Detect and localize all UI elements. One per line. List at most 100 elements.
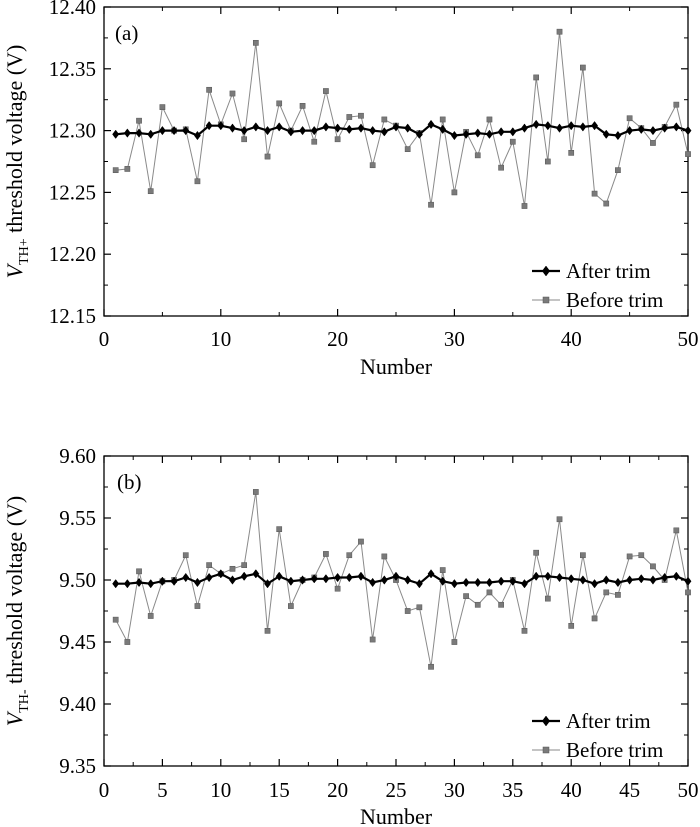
data-point-before-trim bbox=[591, 615, 598, 622]
data-point-before-trim bbox=[650, 140, 656, 146]
x-tick-label: 40 bbox=[561, 778, 582, 802]
data-point-before-trim bbox=[568, 623, 575, 629]
data-point-before-trim bbox=[264, 153, 271, 160]
legend-label-after-trim: After trim bbox=[566, 709, 651, 733]
data-point-before-trim bbox=[299, 103, 306, 109]
data-point-after-trim bbox=[591, 121, 599, 131]
data-point-after-trim bbox=[556, 572, 563, 583]
data-point-after-trim bbox=[275, 122, 283, 132]
data-point-after-trim bbox=[602, 575, 610, 585]
data-point-before-trim bbox=[112, 616, 119, 623]
data-point-before-trim bbox=[323, 551, 329, 557]
data-point-before-trim bbox=[474, 601, 481, 608]
data-point-after-trim bbox=[182, 572, 190, 583]
data-point-after-trim bbox=[427, 569, 435, 579]
data-point-after-trim bbox=[637, 124, 645, 134]
x-axis-title: Number bbox=[360, 354, 433, 379]
data-point-after-trim bbox=[626, 125, 634, 136]
y-axis-title: VTH+ threshold voltage (V) bbox=[2, 45, 32, 279]
data-point-before-trim bbox=[474, 152, 481, 159]
data-point-before-trim bbox=[206, 86, 212, 93]
data-point-after-trim bbox=[626, 575, 634, 585]
legend-label-before-trim: Before trim bbox=[566, 738, 663, 762]
data-point-after-trim bbox=[462, 129, 470, 139]
y-tick-label: 9.50 bbox=[59, 568, 96, 592]
data-point-before-trim bbox=[124, 639, 131, 645]
x-tick-label: 25 bbox=[386, 778, 407, 802]
data-point-after-trim bbox=[497, 127, 505, 137]
data-point-before-trim bbox=[498, 601, 504, 608]
data-point-before-trim bbox=[638, 552, 645, 559]
data-point-before-trim bbox=[381, 116, 388, 123]
data-point-after-trim bbox=[532, 571, 540, 581]
data-point-after-trim bbox=[579, 575, 587, 585]
data-point-after-trim bbox=[485, 577, 493, 588]
data-point-before-trim bbox=[626, 115, 633, 122]
y-tick-label: 9.40 bbox=[59, 692, 96, 716]
data-point-before-trim bbox=[358, 112, 364, 119]
data-point-after-trim bbox=[252, 122, 260, 132]
data-point-after-trim bbox=[170, 576, 178, 586]
data-point-before-trim bbox=[439, 567, 446, 573]
data-point-after-trim bbox=[614, 577, 622, 588]
data-point-before-trim bbox=[533, 74, 540, 81]
data-point-after-trim bbox=[474, 577, 482, 588]
y-tick-label: 9.35 bbox=[59, 754, 96, 778]
data-point-after-trim bbox=[158, 576, 166, 586]
data-point-after-trim bbox=[450, 130, 458, 141]
data-point-after-trim bbox=[158, 125, 166, 136]
data-point-before-trim bbox=[580, 64, 586, 71]
data-point-before-trim bbox=[241, 562, 248, 568]
legend-marker-before-trim bbox=[542, 746, 550, 754]
y-tick-label: 12.15 bbox=[49, 304, 96, 328]
x-tick-label: 15 bbox=[269, 778, 290, 802]
data-point-before-trim bbox=[533, 549, 540, 556]
data-point-before-trim bbox=[521, 627, 528, 634]
panel-label: (a) bbox=[115, 21, 138, 45]
data-point-before-trim bbox=[509, 138, 516, 145]
data-point-before-trim bbox=[276, 526, 283, 533]
data-point-after-trim bbox=[544, 571, 552, 581]
legend-label-after-trim: After trim bbox=[566, 259, 651, 283]
x-tick-label: 35 bbox=[502, 778, 523, 802]
data-point-before-trim bbox=[241, 136, 248, 143]
series-line-after-trim bbox=[115, 572, 689, 586]
data-point-before-trim bbox=[685, 151, 691, 157]
data-point-after-trim bbox=[497, 576, 505, 586]
data-point-before-trim bbox=[112, 167, 119, 174]
data-point-after-trim bbox=[369, 125, 377, 136]
data-point-after-trim bbox=[462, 577, 470, 588]
x-tick-label: 10 bbox=[210, 327, 231, 351]
x-tick-label: 30 bbox=[444, 778, 465, 802]
data-point-before-trim bbox=[229, 90, 236, 97]
data-point-before-trim bbox=[521, 203, 528, 209]
y-axis-title-sub: TH+ bbox=[17, 238, 32, 265]
data-point-before-trim bbox=[311, 138, 318, 145]
data-point-before-trim bbox=[124, 166, 131, 172]
y-axis-title-sub: TH- bbox=[17, 689, 32, 713]
data-point-before-trim bbox=[615, 167, 621, 174]
data-point-before-trim bbox=[650, 563, 656, 570]
data-point-before-trim bbox=[544, 595, 551, 602]
y-tick-label: 12.25 bbox=[49, 180, 96, 204]
y-axis-title-rest: threshold voltage (V) bbox=[2, 496, 27, 690]
data-point-after-trim bbox=[334, 572, 342, 583]
data-point-after-trim bbox=[591, 579, 599, 589]
y-axis-title-rest: threshold voltage (V) bbox=[2, 45, 27, 239]
data-point-before-trim bbox=[334, 136, 341, 143]
x-tick-label: 50 bbox=[678, 327, 699, 351]
data-point-before-trim bbox=[439, 116, 446, 123]
y-tick-label: 12.40 bbox=[49, 0, 96, 19]
legend-marker-before-trim bbox=[542, 296, 550, 304]
data-point-after-trim bbox=[602, 129, 610, 139]
legend-item-before-trim: Before trim bbox=[532, 738, 663, 762]
y-tick-label: 9.55 bbox=[59, 506, 96, 530]
data-point-after-trim bbox=[322, 574, 330, 584]
data-point-after-trim bbox=[334, 123, 342, 133]
data-point-after-trim bbox=[439, 576, 447, 586]
data-point-after-trim bbox=[299, 575, 307, 585]
data-point-before-trim bbox=[626, 553, 633, 560]
data-point-before-trim bbox=[451, 639, 458, 645]
data-point-after-trim bbox=[415, 579, 423, 589]
data-point-after-trim bbox=[556, 123, 563, 133]
